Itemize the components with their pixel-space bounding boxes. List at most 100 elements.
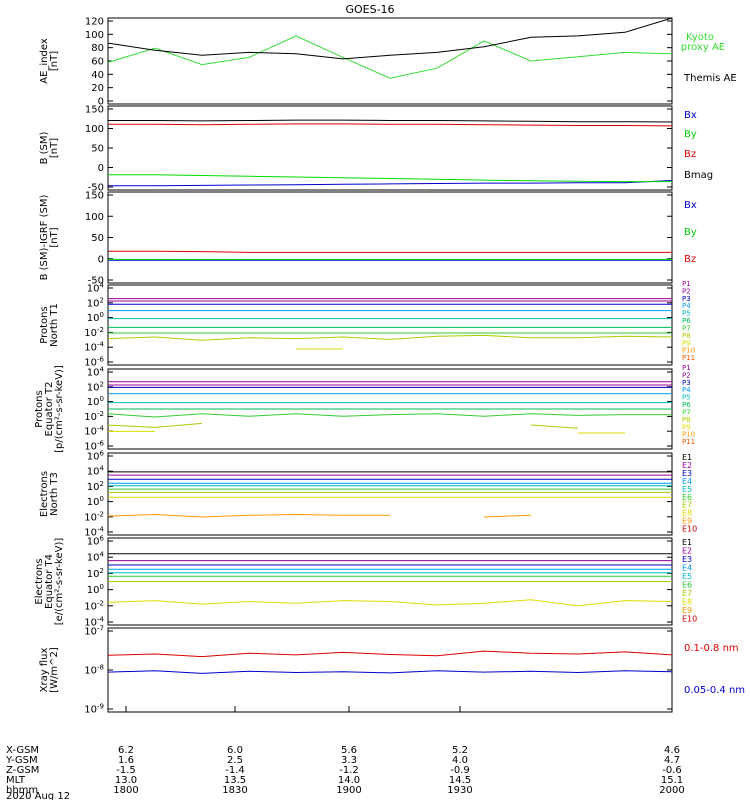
legend-item: P10 <box>682 347 695 355</box>
xaxis-row-label: MLT <box>6 775 26 786</box>
ytick-label: 10-4 <box>84 341 104 354</box>
legend-item: P5 <box>682 310 691 318</box>
legend-item: E6 <box>682 493 692 502</box>
ytick-label: 100 <box>85 30 104 41</box>
legend-item: P1 <box>682 280 691 288</box>
ylabel: North T3 <box>49 472 60 516</box>
ytick-label: 100 <box>87 311 104 324</box>
xaxis-value: 13.0 <box>115 775 137 786</box>
legend-item: Bx <box>684 200 697 211</box>
ylabel: [p/(cm²-s-sr-keV)] <box>54 365 65 453</box>
legend-item: E8 <box>682 597 692 606</box>
legend-item: P7 <box>682 324 691 332</box>
legend-item: P4 <box>682 302 691 310</box>
legend-item: E4 <box>682 477 692 486</box>
xaxis-value: 4.7 <box>664 755 680 766</box>
legend-item: 0.05-0.4 nm <box>684 685 745 696</box>
ytick-label: 10-8 <box>84 664 104 677</box>
legend-item: E7 <box>682 589 692 598</box>
ylabel: AE_index <box>39 38 50 84</box>
ylabel: B (SM)-IGRF (SM) <box>39 195 50 281</box>
ylabel: Equator T4 <box>44 554 55 609</box>
ytick-label: 100 <box>87 495 104 508</box>
ylabel: Protons <box>34 390 45 427</box>
legend-item: Bx <box>684 110 697 121</box>
legend-item: E1 <box>682 453 692 462</box>
ylabel: North T1 <box>49 303 60 347</box>
legend-item: Bz <box>684 149 696 160</box>
legend-item: P8 <box>682 332 691 340</box>
series-bx <box>108 180 673 187</box>
series-kyoto-proxy-ae <box>107 35 673 79</box>
ytick-label: 80 <box>91 43 104 54</box>
legend-item: P9 <box>682 339 691 347</box>
series-e9 <box>108 515 672 518</box>
series-0-05-0-4-nm <box>107 670 673 674</box>
panel-frame <box>107 627 673 713</box>
legend-item: P5 <box>682 394 691 402</box>
xaxis-value: 1900 <box>336 785 361 796</box>
legend-item: E10 <box>682 525 697 534</box>
ytick-label: 0 <box>98 163 104 174</box>
series-p8 <box>108 423 672 428</box>
legend-item: E2 <box>682 461 692 470</box>
legend-item: P7 <box>682 408 691 416</box>
legend-b: Bx By Bz Bmag <box>684 110 713 181</box>
panel-ee: 106 104 102 100 10-2 10-4 Electrons Equator T4[… <box>34 535 697 629</box>
xaxis-value: -1.5 <box>116 765 136 776</box>
legend-xray: 0.1-0.8 nm 0.05-0.4 nm <box>684 643 745 696</box>
xaxis-row-label: 2020 Aug 12 <box>6 791 70 800</box>
xaxis-value: -1.2 <box>339 765 359 776</box>
ytick-label: -50 <box>88 276 104 287</box>
ytick-label: 50 <box>91 233 104 244</box>
panel-b: 150 100 50 0 -50 B (SM) [nT] Bx By Bz Bmag <box>39 105 713 194</box>
legend-item: E7 <box>682 501 692 510</box>
ytick-label: 10-4 <box>84 526 104 539</box>
panel-frame <box>107 452 673 536</box>
xaxis-value: 4.0 <box>452 755 468 766</box>
series-bz <box>108 123 673 127</box>
xaxis-value: 15.1 <box>661 775 683 786</box>
ytick-label: 150 <box>85 191 104 202</box>
legend-item: P1 <box>682 364 691 372</box>
ylabel: Equator T2 <box>44 382 55 437</box>
xaxis-value: 4.6 <box>664 745 680 756</box>
legend-item: 0.1-0.8 nm <box>684 643 739 654</box>
ylabel: B (SM) <box>39 131 50 164</box>
xaxis-value: 6.2 <box>118 745 134 756</box>
legend-item: P8 <box>682 416 691 424</box>
ytick-label: 106 <box>87 450 105 463</box>
series-bz <box>108 250 672 253</box>
xaxis-value: -0.9 <box>450 765 470 776</box>
xaxis-value: 5.2 <box>452 745 468 756</box>
series-p8 <box>107 334 673 341</box>
ytick-label: -50 <box>88 183 104 194</box>
legend-item: E5 <box>682 572 692 581</box>
xaxis-row-label: Z-GSM <box>6 765 39 776</box>
ytick-label: 104 <box>87 282 105 295</box>
legend-item: P11 <box>682 438 695 446</box>
legend-item: E10 <box>682 614 697 623</box>
ytick-label: 10-6 <box>84 356 104 369</box>
legend-item: E6 <box>682 580 692 589</box>
ytick-label: 50 <box>91 144 104 155</box>
legend-item: By <box>684 227 697 238</box>
ytick-label: 104 <box>87 366 105 379</box>
plot-title: GOES-16 <box>345 3 394 16</box>
ytick-label: 104 <box>87 551 105 564</box>
legend-item: P3 <box>682 295 691 303</box>
ytick-label: 10-7 <box>84 625 104 638</box>
legend-proxy-ae: proxy AE <box>681 42 725 53</box>
ytick-label: 100 <box>85 212 104 223</box>
legend-item: E5 <box>682 485 692 494</box>
legend-item: P11 <box>682 354 695 362</box>
ytick-label: 10-4 <box>84 616 104 629</box>
ytick-label: 0 <box>98 97 104 108</box>
ytick-label: 120 <box>85 17 104 28</box>
